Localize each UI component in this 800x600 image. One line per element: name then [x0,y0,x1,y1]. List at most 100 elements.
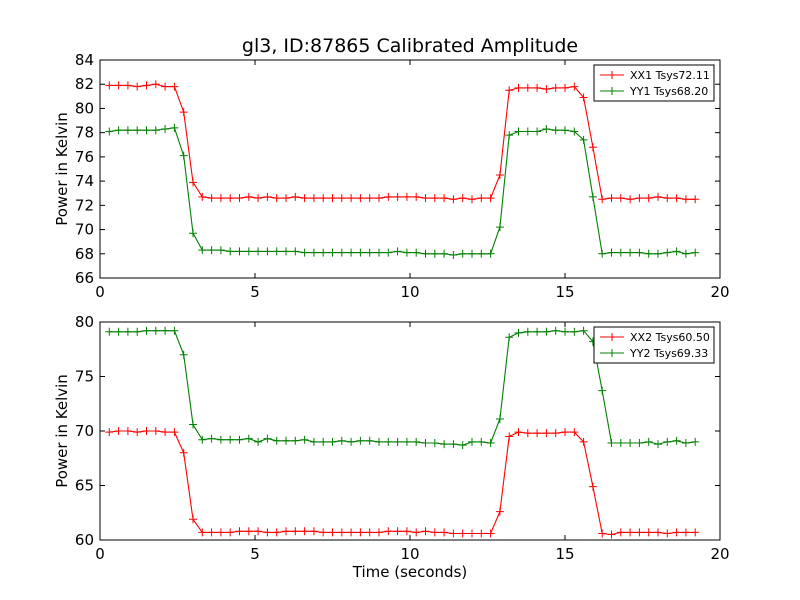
data-point-marker [523,327,532,336]
data-point-marker [328,248,337,257]
data-point-marker [309,437,318,446]
data-point-marker [598,249,607,258]
data-point-marker [672,247,681,256]
data-point-marker [151,80,160,89]
data-point-marker [421,438,430,447]
data-point-marker [328,528,337,537]
data-point-marker [635,248,644,257]
legend: XX2 Tsys60.50 YY2 Tsys69.33 [593,326,715,364]
data-point-marker [328,194,337,203]
legend-label: XX1 Tsys72.11 [630,69,710,82]
data-point-marker [189,420,197,429]
data-point-marker [588,192,597,201]
data-point-marker [402,192,411,201]
data-point-marker [505,131,514,140]
y-tick-label: 80 [75,99,94,117]
data-point-marker [384,437,393,446]
series-line-2 [109,127,696,256]
data-point-marker [189,515,197,524]
data-point-marker [337,194,346,203]
data-point-marker [309,527,318,536]
data-point-marker [458,441,467,450]
data-point-marker [337,436,346,445]
legend-box [593,326,715,364]
data-point-marker [356,436,365,445]
data-point-marker [263,434,272,443]
data-point-marker [579,326,588,335]
data-point-marker [244,527,253,536]
data-point-marker [300,435,309,444]
data-point-marker [430,194,439,203]
data-point-marker [570,327,579,336]
y-tick-label: 68 [75,245,94,263]
data-point-marker [486,529,495,538]
data-point-marker [616,528,625,537]
data-point-marker [551,326,560,335]
x-tick-label: 10 [400,283,419,301]
data-point-marker [402,248,411,257]
data-point-marker [691,437,700,446]
data-point-marker [644,437,653,446]
data-point-marker [561,126,569,135]
data-point-marker [663,437,672,446]
x-tick-label: 0 [95,545,105,563]
y-tick-label: 80 [75,313,94,331]
data-point-marker [151,326,160,335]
data-point-marker [189,229,197,238]
data-point-marker [402,527,411,536]
data-point-marker [486,438,495,447]
data-point-marker [235,247,244,256]
x-tick-label: 5 [250,545,260,563]
data-point-marker [123,81,132,90]
data-point-marker [626,528,635,537]
series-line-1 [109,430,696,536]
y-tick-label: 74 [75,172,94,190]
data-point-marker [468,437,476,446]
y-tick-label: 66 [75,269,94,287]
data-point-marker [244,192,253,201]
data-point-marker [486,194,495,203]
data-point-marker [272,528,281,537]
data-point-marker [468,195,476,204]
data-point-marker [356,194,365,203]
data-point-marker [402,437,411,446]
data-point-marker [161,82,170,91]
data-point-marker [477,437,486,446]
data-point-marker [663,529,672,538]
data-point-marker [458,249,467,258]
data-point-marker [235,194,244,203]
data-point-marker [319,248,328,257]
data-point-marker [161,326,170,335]
x-tick-label: 5 [250,283,260,301]
y-tick-label: 75 [75,368,94,386]
data-point-marker [133,126,142,135]
data-point-marker [375,248,383,257]
data-point-marker [514,428,523,437]
data-point-marker [468,249,476,258]
data-point-marker [282,247,290,256]
legend-swatch-marker [608,71,616,79]
data-point-marker [170,428,179,437]
data-point-marker [607,438,616,447]
data-point-marker [430,438,439,447]
legend-box [593,64,715,102]
data-point-marker [644,528,653,537]
data-point-marker [347,528,356,537]
data-point-marker [207,194,216,203]
data-point-marker [179,448,188,457]
data-point-marker [114,126,123,135]
data-point-marker [570,127,579,136]
data-point-marker [291,527,300,536]
data-point-marker [384,527,393,536]
chart-title: gl3, ID:87865 Calibrated Amplitude [242,35,578,57]
data-point-marker [440,194,449,203]
data-point-marker [123,126,132,135]
data-point-marker [533,83,542,92]
data-point-marker [254,437,263,446]
data-point-marker [114,327,123,336]
data-point-marker [123,327,132,336]
data-point-marker [430,249,439,258]
y-tick-label: 78 [75,124,94,142]
data-point-marker [440,440,449,449]
data-point-marker [579,135,588,144]
